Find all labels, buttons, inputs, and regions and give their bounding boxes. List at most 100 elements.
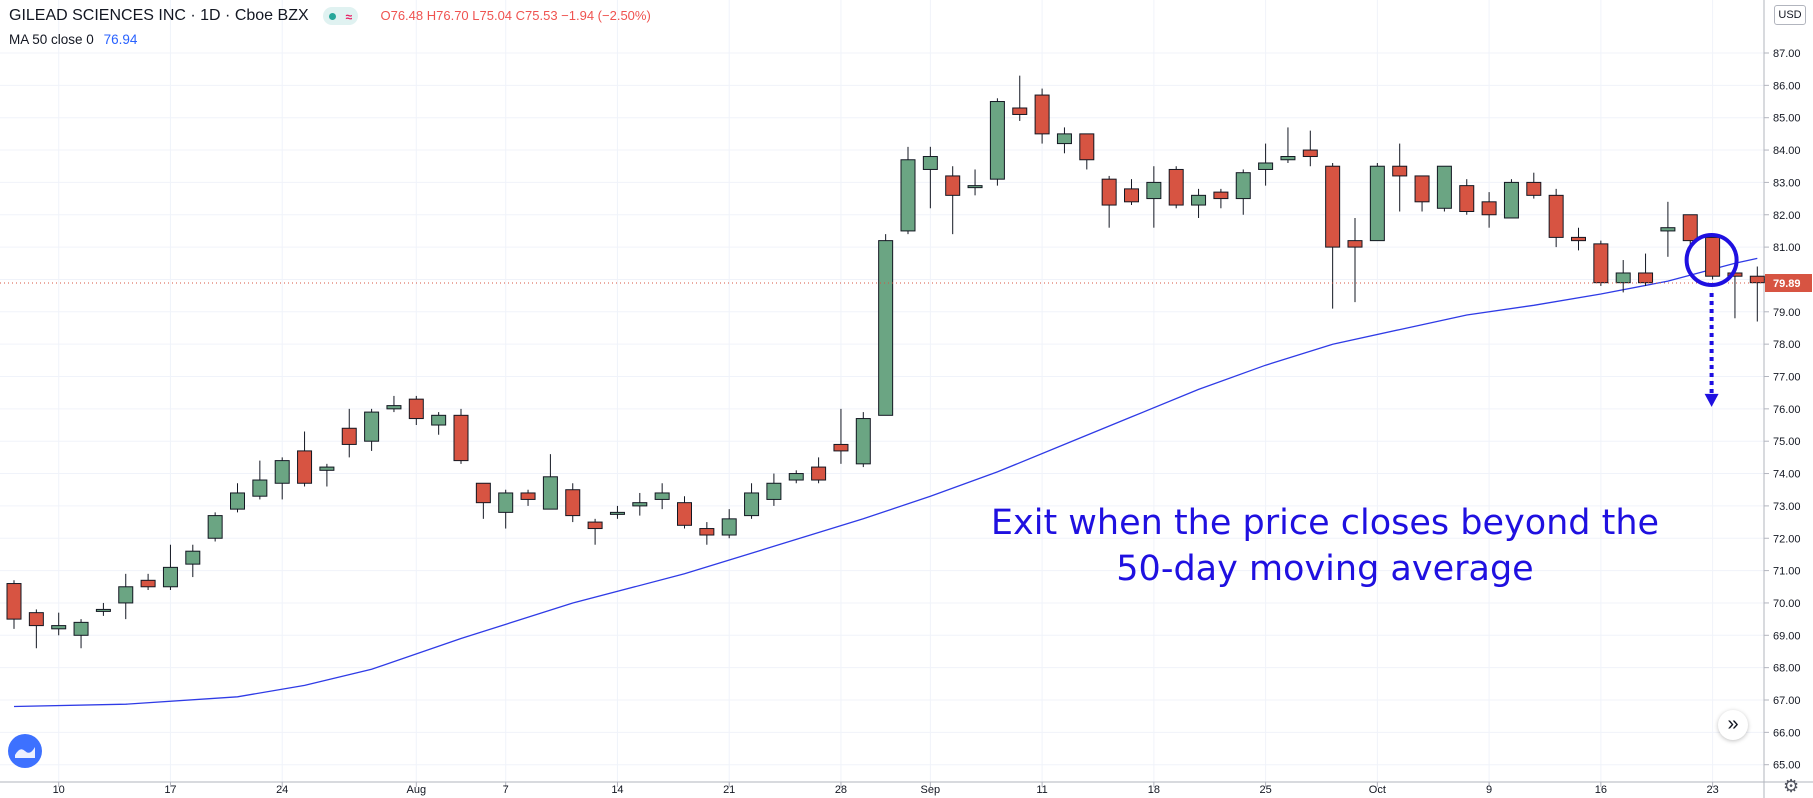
candle[interactable] xyxy=(51,612,67,636)
candle[interactable] xyxy=(609,505,625,519)
candle[interactable] xyxy=(453,408,469,464)
candle[interactable] xyxy=(185,544,201,578)
candle[interactable] xyxy=(1347,217,1363,303)
candle[interactable] xyxy=(364,408,380,451)
candle[interactable] xyxy=(788,470,804,484)
candle[interactable] xyxy=(1258,143,1274,186)
candle[interactable] xyxy=(1526,172,1542,199)
candle[interactable] xyxy=(542,454,558,510)
candle[interactable] xyxy=(386,395,402,413)
candle[interactable] xyxy=(73,619,89,649)
candle[interactable] xyxy=(677,496,692,529)
candle[interactable] xyxy=(1638,253,1654,286)
candle[interactable] xyxy=(565,483,581,523)
candle[interactable] xyxy=(699,522,715,545)
candle[interactable] xyxy=(1235,169,1251,215)
candle[interactable] xyxy=(654,483,670,510)
candle[interactable] xyxy=(140,573,156,591)
candle[interactable] xyxy=(1414,175,1430,212)
candle[interactable] xyxy=(744,483,760,519)
candle[interactable] xyxy=(162,544,178,591)
price-axis-bg[interactable] xyxy=(1764,0,1813,798)
candle[interactable] xyxy=(1302,130,1318,167)
candle-body xyxy=(297,450,313,484)
candle[interactable] xyxy=(1034,88,1050,144)
candle[interactable] xyxy=(431,412,447,435)
candle[interactable] xyxy=(945,166,961,235)
candle[interactable] xyxy=(878,234,894,416)
candle-body xyxy=(28,612,44,627)
candle-body xyxy=(520,492,536,500)
candle[interactable] xyxy=(207,512,223,542)
currency-badge[interactable]: USD xyxy=(1774,5,1806,25)
candle[interactable] xyxy=(118,573,134,620)
candle[interactable] xyxy=(408,395,424,426)
candle[interactable] xyxy=(297,431,313,487)
candle[interactable] xyxy=(1191,188,1207,218)
candle[interactable] xyxy=(811,457,827,484)
candle-body xyxy=(609,511,625,515)
candle-body xyxy=(1213,191,1229,200)
candle[interactable] xyxy=(1079,133,1095,170)
candle[interactable] xyxy=(1325,162,1341,309)
candle[interactable] xyxy=(1101,175,1117,228)
candle[interactable] xyxy=(833,408,849,464)
gear-icon[interactable]: ⚙ xyxy=(1783,776,1800,796)
candle[interactable] xyxy=(1168,166,1184,209)
status-pill[interactable]: ≈ xyxy=(323,7,359,25)
candle[interactable] xyxy=(587,518,603,545)
candle[interactable] xyxy=(1459,179,1475,215)
candle[interactable] xyxy=(6,580,22,629)
tradingview-logo-icon[interactable] xyxy=(8,734,42,768)
candle[interactable] xyxy=(498,489,514,529)
symbol-legend[interactable]: GILEAD SCIENCES INC · 1D · Cboe BZX ≈ O7… xyxy=(9,7,651,25)
candle[interactable] xyxy=(1124,179,1139,206)
candle[interactable] xyxy=(1369,162,1385,242)
candle[interactable] xyxy=(274,457,290,500)
candle[interactable] xyxy=(1593,240,1609,286)
candle[interactable] xyxy=(1548,188,1564,248)
candle[interactable] xyxy=(1280,127,1296,163)
candle[interactable] xyxy=(95,602,111,616)
candle[interactable] xyxy=(1615,260,1631,293)
ma-50-line[interactable] xyxy=(13,257,1758,708)
chevron-right-double-icon[interactable]: » xyxy=(1718,710,1748,740)
candle[interactable] xyxy=(1436,165,1452,212)
candle[interactable] xyxy=(28,609,44,649)
candle[interactable] xyxy=(967,169,983,196)
candle[interactable] xyxy=(721,509,737,539)
candle-body xyxy=(1705,236,1721,277)
candle[interactable] xyxy=(319,463,335,487)
candle[interactable] xyxy=(1705,236,1721,280)
candle[interactable] xyxy=(632,492,648,516)
y-tick-label: 86.00 xyxy=(1773,80,1801,92)
candle[interactable] xyxy=(922,146,938,209)
x-tick-label: 9 xyxy=(1486,784,1492,796)
candle[interactable] xyxy=(1749,266,1765,322)
candle[interactable] xyxy=(900,146,916,235)
candle[interactable] xyxy=(1481,192,1497,228)
candle[interactable] xyxy=(1682,214,1698,248)
y-tick-label: 69.00 xyxy=(1773,630,1801,642)
candle[interactable] xyxy=(520,489,536,506)
candle[interactable] xyxy=(475,482,491,519)
candle[interactable] xyxy=(855,412,871,468)
candle[interactable] xyxy=(989,98,1005,186)
candle[interactable] xyxy=(252,460,268,500)
candle[interactable] xyxy=(230,483,245,513)
candle[interactable] xyxy=(1146,166,1162,228)
ma-legend[interactable]: MA 50 close 0 76.94 xyxy=(9,32,137,47)
candle[interactable] xyxy=(1213,188,1229,209)
candle[interactable] xyxy=(1503,179,1519,219)
candle[interactable] xyxy=(341,408,357,458)
candle[interactable] xyxy=(1012,75,1028,121)
candle-body xyxy=(699,528,715,536)
candle[interactable] xyxy=(1571,227,1586,251)
candle[interactable] xyxy=(1392,143,1408,212)
candle-body xyxy=(453,414,469,462)
candle[interactable] xyxy=(1660,201,1676,257)
candle[interactable] xyxy=(1056,127,1072,154)
y-tick-label: 77.00 xyxy=(1773,372,1801,384)
candle[interactable] xyxy=(766,473,782,506)
